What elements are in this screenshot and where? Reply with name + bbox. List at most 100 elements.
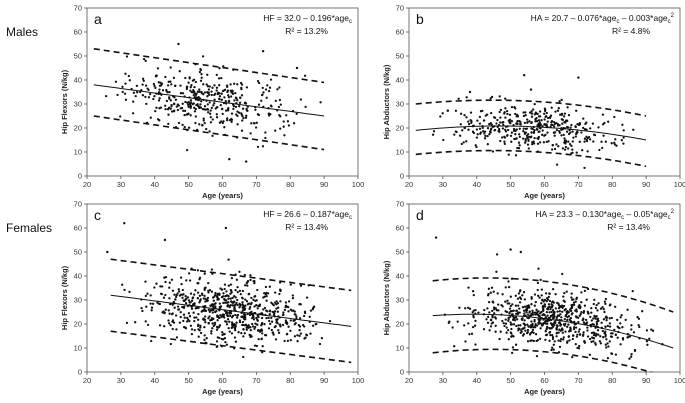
- data-point: [574, 125, 577, 129]
- data-point: [557, 339, 560, 342]
- data-point: [184, 294, 187, 298]
- data-point: [584, 122, 587, 126]
- data-point: [506, 302, 509, 305]
- data-point: [527, 139, 530, 143]
- data-point: [177, 104, 180, 107]
- data-point: [586, 329, 589, 332]
- data-point: [637, 323, 640, 327]
- data-point: [233, 323, 236, 326]
- data-point: [189, 86, 192, 89]
- data-point: [605, 346, 608, 349]
- data-point: [596, 309, 599, 312]
- data-point: [486, 315, 490, 319]
- data-point: [501, 293, 504, 296]
- data-point: [522, 291, 526, 294]
- data-point: [230, 326, 233, 330]
- data-point: [645, 340, 649, 343]
- data-point: [546, 319, 549, 322]
- data-point: [236, 303, 239, 307]
- data-point: [578, 121, 581, 125]
- data-point: [523, 121, 527, 125]
- data-point: [227, 94, 230, 97]
- data-point: [526, 323, 529, 326]
- fitted-line: [432, 313, 674, 349]
- data-point: [472, 314, 475, 318]
- data-point: [230, 276, 234, 280]
- outlier-point: [123, 222, 126, 225]
- data-point: [502, 321, 505, 325]
- data-point: [218, 95, 222, 98]
- x-tick-label: 100: [674, 180, 685, 189]
- data-point: [229, 283, 233, 286]
- data-point: [608, 317, 611, 320]
- data-point: [196, 104, 200, 108]
- data-point: [150, 339, 153, 343]
- data-point: [604, 302, 607, 306]
- data-point: [203, 91, 207, 94]
- data-point: [251, 316, 254, 320]
- data-point: [560, 316, 563, 319]
- data-point: [168, 96, 171, 99]
- data-point: [603, 121, 606, 125]
- data-point: [484, 134, 487, 138]
- data-point: [229, 288, 232, 292]
- data-point: [169, 66, 172, 69]
- data-point: [265, 316, 268, 320]
- data-point: [174, 98, 178, 101]
- data-point: [552, 131, 556, 134]
- data-point: [530, 127, 533, 130]
- data-point: [486, 307, 489, 310]
- data-point: [559, 339, 562, 343]
- data-point: [170, 110, 174, 113]
- data-point: [234, 105, 238, 109]
- data-point: [241, 297, 244, 300]
- data-point: [572, 301, 576, 304]
- data-point: [522, 309, 526, 312]
- data-point: [177, 308, 181, 311]
- y-tick-label: 70: [396, 200, 404, 209]
- data-point: [214, 302, 217, 305]
- data-point: [546, 298, 550, 301]
- data-point: [244, 101, 247, 104]
- panel-letter: b: [416, 11, 424, 27]
- y-tick-label: 20: [74, 320, 82, 329]
- data-point: [585, 128, 588, 131]
- data-point: [562, 133, 565, 137]
- data-point: [182, 293, 185, 296]
- data-point: [458, 134, 462, 137]
- data-point: [636, 316, 639, 319]
- data-point: [570, 123, 573, 127]
- data-point: [215, 89, 218, 92]
- data-point: [489, 291, 492, 294]
- data-point: [185, 148, 189, 152]
- y-axis-label: Hip Flexors (N/kg): [60, 69, 69, 134]
- data-point: [571, 355, 574, 359]
- data-point: [256, 145, 260, 149]
- data-point: [578, 344, 581, 348]
- panel-letter: c: [94, 207, 101, 223]
- data-point: [268, 86, 272, 89]
- data-point: [158, 107, 161, 110]
- data-point: [207, 88, 211, 91]
- data-point: [190, 332, 194, 336]
- data-point: [166, 84, 170, 87]
- data-point: [614, 305, 617, 308]
- data-point: [526, 118, 529, 121]
- data-point: [215, 116, 219, 119]
- data-point: [523, 324, 527, 327]
- data-point: [134, 94, 137, 98]
- x-axis-label: Age (years): [202, 191, 243, 200]
- data-point: [292, 319, 295, 322]
- data-point: [121, 85, 124, 89]
- data-point: [533, 318, 536, 322]
- data-point: [510, 327, 513, 331]
- data-point: [230, 332, 234, 335]
- data-point: [305, 296, 309, 299]
- data-point: [524, 139, 527, 142]
- data-point: [193, 293, 196, 296]
- data-point: [226, 318, 230, 321]
- x-tick-label: 40: [473, 180, 481, 189]
- data-point: [562, 336, 565, 339]
- x-tick-label: 50: [184, 376, 192, 385]
- data-point: [245, 107, 248, 111]
